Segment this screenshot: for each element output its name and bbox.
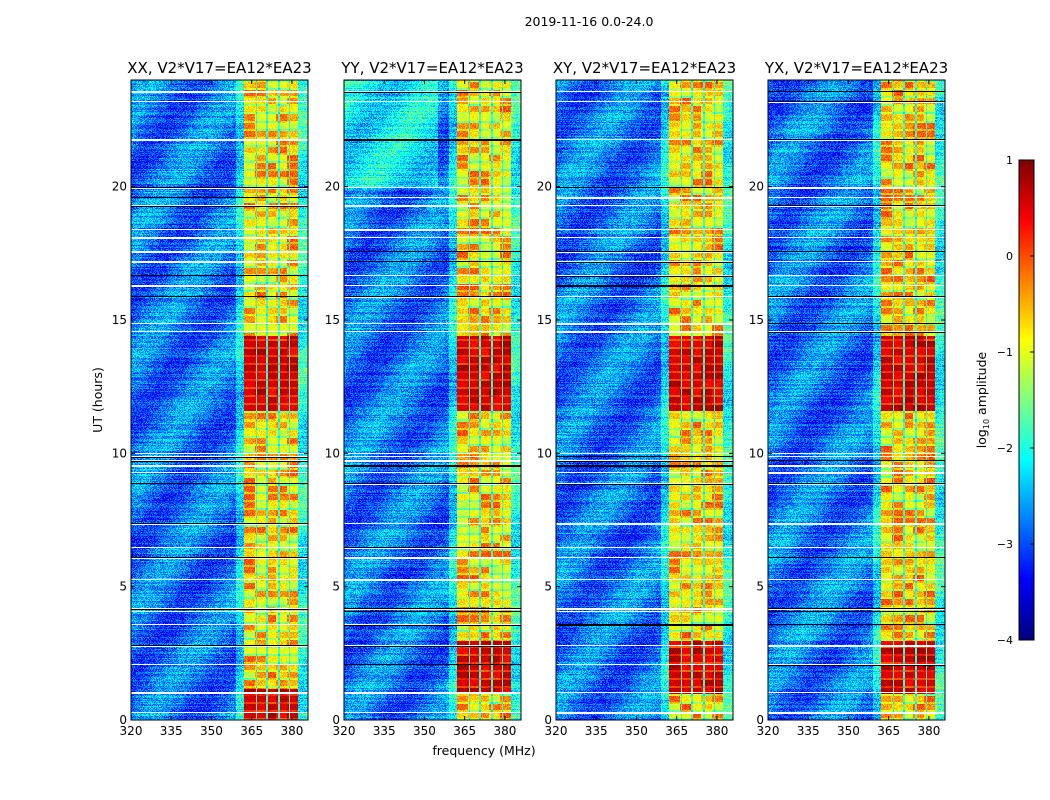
x-tick-label: 320 <box>545 724 568 738</box>
figure-title: 2019-11-16 0.0-24.0 <box>525 14 654 29</box>
colorbar-frame <box>1018 159 1035 641</box>
x-tick-label: 350 <box>413 724 436 738</box>
x-tick-label: 320 <box>120 724 143 738</box>
y-tick-label: 20 <box>325 180 340 194</box>
y-tick-label: 20 <box>112 180 127 194</box>
x-tick-label: 380 <box>917 724 940 738</box>
y-tick-label: 5 <box>756 580 764 594</box>
x-tick-label: 350 <box>200 724 223 738</box>
x-axis-label: frequency (MHz) <box>432 743 535 758</box>
panel-title: XY, V2*V17=EA12*EA23 <box>553 59 736 77</box>
colorbar-tick-label: 1 <box>1006 154 1013 167</box>
waterfall-heatmap-xx <box>131 80 308 720</box>
y-tick-label: 15 <box>112 313 127 327</box>
x-tick-label: 335 <box>585 724 608 738</box>
waterfall-heatmap-xy <box>556 80 733 720</box>
waterfall-heatmap-yy <box>344 80 521 720</box>
plot-frame <box>555 79 734 721</box>
y-tick-label: 10 <box>537 446 552 460</box>
x-tick-label: 335 <box>797 724 820 738</box>
y-tick-label: 5 <box>119 580 127 594</box>
y-tick-label: 0 <box>119 713 127 727</box>
x-tick-label: 335 <box>160 724 183 738</box>
x-tick-label: 350 <box>625 724 648 738</box>
y-tick-label: 20 <box>537 180 552 194</box>
x-tick-label: 380 <box>705 724 728 738</box>
colorbar-label: log10 amplitude <box>974 351 991 448</box>
x-tick-label: 365 <box>240 724 263 738</box>
y-tick-label: 15 <box>537 313 552 327</box>
panel-title: YY, V2*V17=EA12*EA23 <box>340 59 523 77</box>
y-tick-label: 0 <box>756 713 764 727</box>
y-tick-label: 0 <box>544 713 552 727</box>
x-tick-label: 380 <box>493 724 516 738</box>
x-tick-label: 380 <box>280 724 303 738</box>
colorbar-tick-label: −1 <box>997 346 1013 359</box>
x-tick-label: 365 <box>453 724 476 738</box>
colorbar-tick-label: −2 <box>997 442 1013 455</box>
plot-frame <box>767 79 946 721</box>
panel-title: XX, V2*V17=EA12*EA23 <box>127 59 311 77</box>
x-tick-label: 320 <box>757 724 780 738</box>
y-tick-label: 10 <box>749 446 764 460</box>
x-tick-label: 335 <box>373 724 396 738</box>
y-tick-label: 15 <box>325 313 340 327</box>
y-tick-label: 5 <box>544 580 552 594</box>
x-tick-label: 365 <box>665 724 688 738</box>
x-tick-label: 365 <box>877 724 900 738</box>
panel-title: YX, V2*V17=EA12*EA23 <box>764 59 948 77</box>
colorbar <box>1019 160 1034 640</box>
x-tick-label: 320 <box>333 724 356 738</box>
y-tick-label: 0 <box>332 713 340 727</box>
y-tick-label: 20 <box>749 180 764 194</box>
plot-frame <box>343 79 522 721</box>
y-axis-label: UT (hours) <box>90 367 105 433</box>
y-tick-label: 10 <box>112 446 127 460</box>
colorbar-tick-label: 0 <box>1006 250 1013 263</box>
colorbar-label-rest: amplitude <box>974 351 989 418</box>
y-tick-label: 15 <box>749 313 764 327</box>
colorbar-label-main: log <box>974 429 989 448</box>
y-tick-label: 10 <box>325 446 340 460</box>
colorbar-label-sub: 10 <box>982 419 991 429</box>
waterfall-heatmap-yx <box>768 80 945 720</box>
x-tick-label: 350 <box>837 724 860 738</box>
plot-frame <box>130 79 309 721</box>
y-tick-label: 5 <box>332 580 340 594</box>
colorbar-tick-label: −4 <box>997 634 1013 647</box>
colorbar-tick-label: −3 <box>997 538 1013 551</box>
